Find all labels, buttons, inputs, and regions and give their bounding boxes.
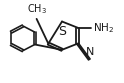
Text: CH$_3$: CH$_3$	[27, 2, 47, 16]
Text: NH$_2$: NH$_2$	[93, 21, 114, 35]
Text: S: S	[58, 25, 66, 38]
Text: N: N	[86, 47, 94, 57]
